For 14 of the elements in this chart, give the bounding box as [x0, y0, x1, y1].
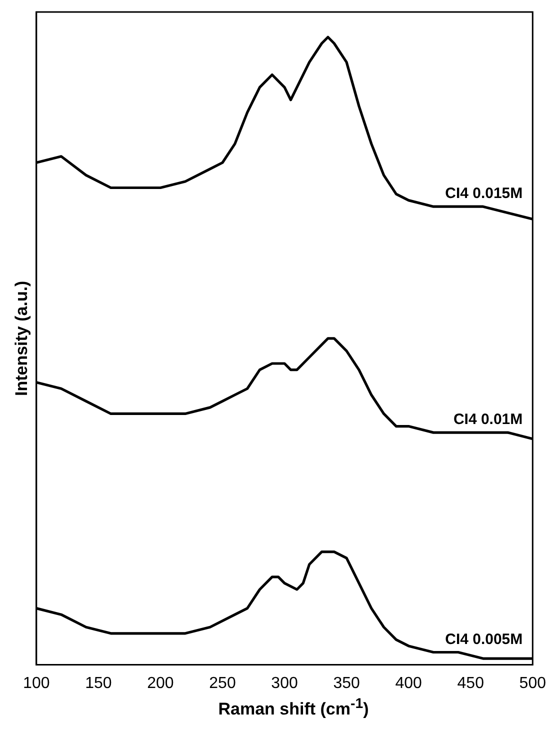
x-tick-label: 250: [209, 674, 236, 692]
y-axis-title: Intensity (a.u.): [12, 280, 31, 396]
x-tick-label: 200: [147, 674, 174, 692]
x-tick-label: 400: [395, 674, 422, 692]
series-label: CI4 0.005M: [445, 630, 523, 648]
x-tick-label: 100: [23, 674, 50, 692]
x-tick-label: 450: [457, 674, 484, 692]
series-label: CI4 0.015M: [445, 185, 523, 202]
series-label: CI4 0.01M: [453, 411, 523, 428]
x-tick-label: 350: [333, 674, 360, 692]
x-axis-title: Raman shift (cm$^{-1}$): [217, 696, 370, 720]
x-tick-label: 150: [85, 674, 112, 692]
x-tick-label: 500: [519, 674, 546, 692]
x-tick-label: 300: [271, 674, 298, 692]
